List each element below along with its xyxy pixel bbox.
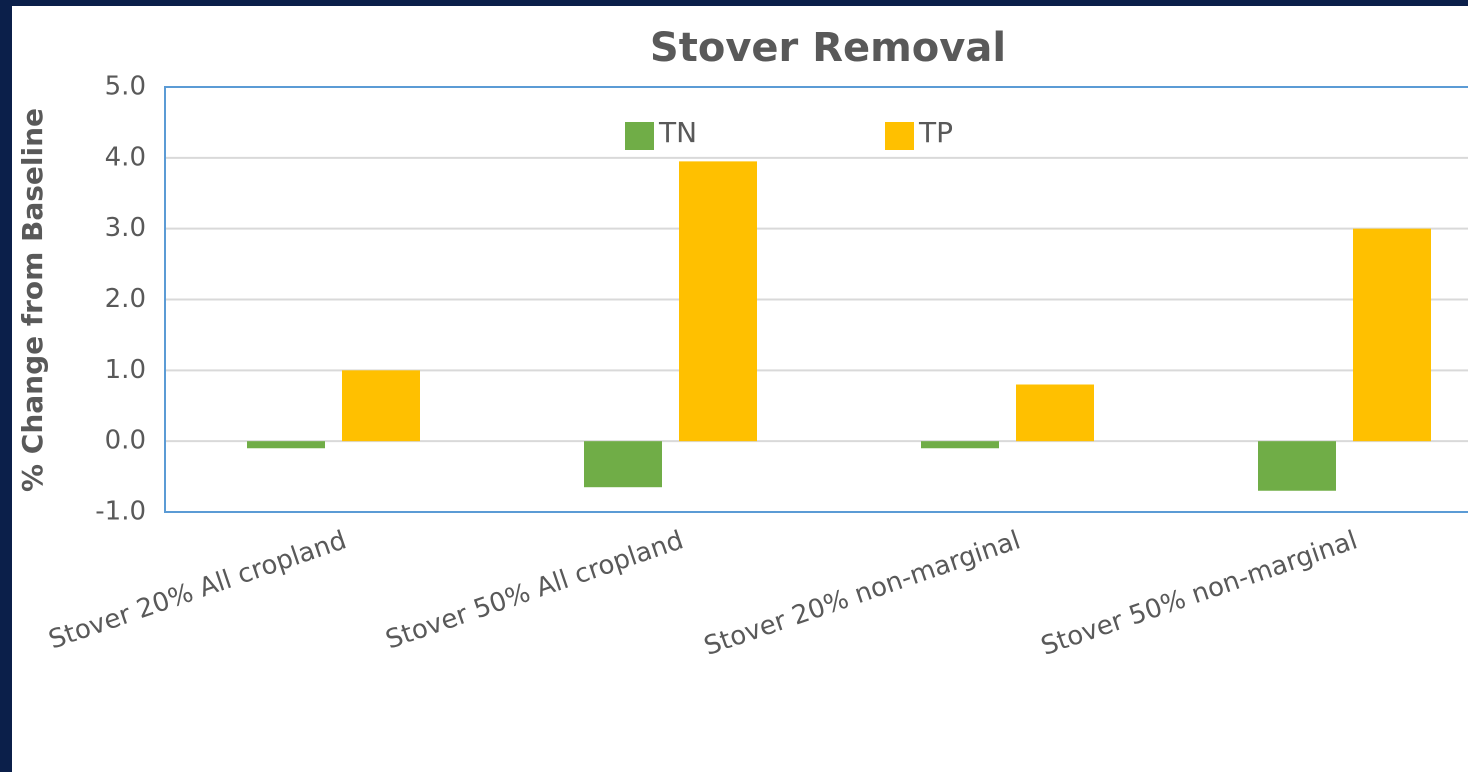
bar bbox=[247, 441, 325, 449]
y-tick-label: 1.0 bbox=[105, 355, 146, 385]
legend-label: TP bbox=[918, 116, 953, 149]
y-tick-label: 4.0 bbox=[105, 142, 146, 172]
bar bbox=[342, 370, 420, 442]
bar bbox=[1016, 384, 1094, 442]
y-tick-label: 2.0 bbox=[105, 284, 146, 314]
bar bbox=[584, 441, 662, 488]
legend-swatch bbox=[885, 122, 914, 150]
bar bbox=[679, 161, 757, 442]
chart-title: Stover Removal bbox=[650, 25, 1006, 71]
plot-border bbox=[164, 86, 1468, 513]
y-tick-label: 0.0 bbox=[105, 426, 146, 456]
bar bbox=[921, 441, 999, 449]
bar bbox=[1258, 441, 1336, 491]
y-tick-label: 5.0 bbox=[105, 72, 146, 102]
y-tick-label: 3.0 bbox=[105, 213, 146, 243]
legend-swatch bbox=[625, 122, 654, 150]
bar bbox=[1353, 228, 1431, 442]
y-tick-label: -1.0 bbox=[95, 497, 146, 527]
legend-label: TN bbox=[658, 116, 697, 149]
y-axis-label: % Change from Baseline bbox=[16, 108, 49, 492]
